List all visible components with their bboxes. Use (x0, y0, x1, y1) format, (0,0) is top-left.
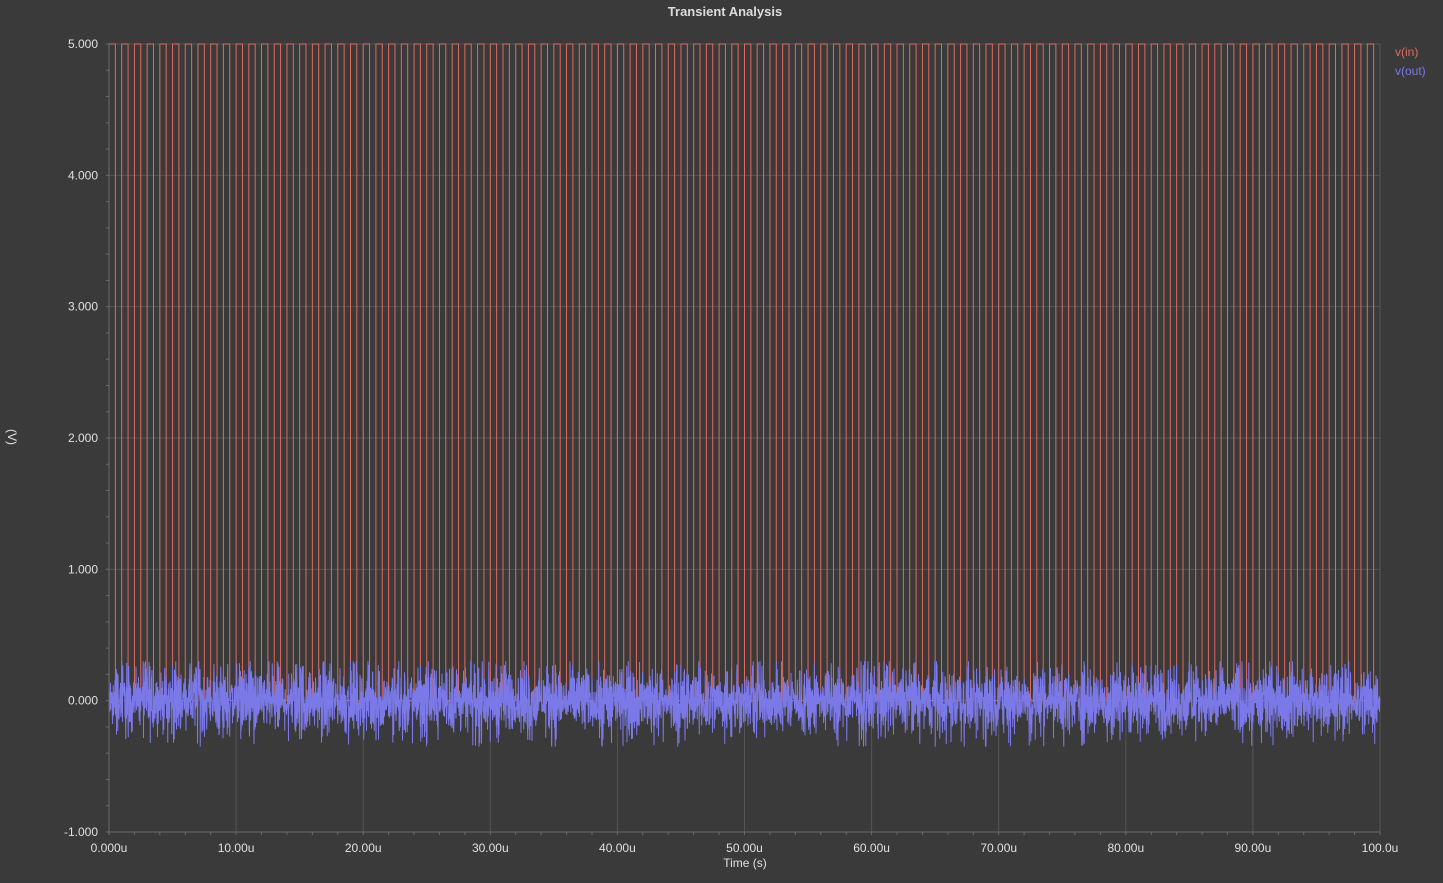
x-tick-label: 50.00u (726, 841, 763, 855)
x-tick-label: 100.0u (1362, 841, 1399, 855)
series-line-v-out (108, 661, 1381, 747)
x-axis-label: Time (s) (723, 856, 767, 870)
x-tick-label: 10.00u (218, 841, 255, 855)
x-tick-label: 90.00u (1235, 841, 1272, 855)
x-tick-label: 60.00u (853, 841, 890, 855)
x-tick-label: 70.00u (980, 841, 1017, 855)
y-tick-label: 1.000 (68, 562, 98, 576)
y-tick-label: 2.000 (68, 431, 98, 445)
y-tick-label: 5.000 (68, 37, 98, 51)
series-line-v-in (108, 43, 1380, 702)
y-tick-label: 0.000 (68, 694, 98, 708)
y-tick-label: -1.000 (64, 825, 98, 839)
axis-layer (106, 43, 1381, 835)
x-tick-label: 20.00u (345, 841, 382, 855)
x-tick-label: 80.00u (1107, 841, 1144, 855)
x-tick-label: 0.000u (91, 841, 128, 855)
series-layer (108, 43, 1381, 747)
x-tick-label: 40.00u (599, 841, 636, 855)
y-axis-label: (V) (5, 429, 19, 445)
legend-item-v-out[interactable]: v(out) (1395, 64, 1426, 78)
label-layer: 5.000 4.000 3.000 2.000 1.000 0.000 -1.000 0.00… (64, 37, 1398, 855)
chart-title: Transient Analysis (668, 4, 782, 19)
y-tick-label: 3.000 (68, 300, 98, 314)
legend: v(in) v(out) (1395, 45, 1426, 78)
legend-item-v-in[interactable]: v(in) (1395, 45, 1418, 59)
x-tick-label: 30.00u (472, 841, 509, 855)
y-tick-label: 4.000 (68, 168, 98, 182)
